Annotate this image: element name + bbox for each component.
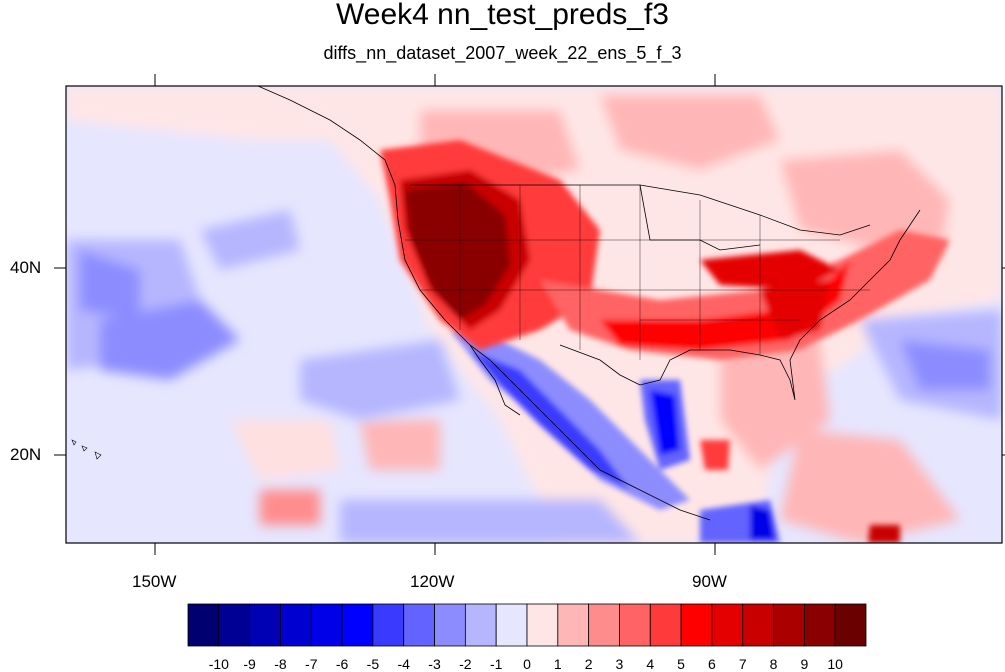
colorbar-swatch: [742, 603, 774, 647]
x-tick-label-120w: 120W: [410, 572, 455, 591]
colorbar-swatch: [773, 603, 805, 647]
colorbar-swatch: [310, 603, 343, 647]
colorbar-tick-label: 4: [646, 656, 655, 672]
colorbar-swatch: [403, 603, 435, 647]
colorbar-tick-label: -7: [305, 656, 318, 672]
colorbar-tick-label: -4: [397, 656, 410, 672]
colorbar-tick-label: 9: [800, 656, 809, 672]
colorbar-tick-label: -6: [335, 656, 349, 672]
x-tick-label-150w: 150W: [132, 572, 177, 591]
colorbar-swatch: [619, 603, 651, 647]
colorbar-tick-label: -3: [428, 656, 441, 672]
colorbar-tick-label: 5: [677, 656, 685, 672]
colorbar-tick-label: 6: [708, 656, 716, 672]
colorbar-swatch: [280, 603, 312, 647]
y-tick-label-20n: 20N: [10, 445, 42, 464]
colorbar-swatch: [680, 603, 713, 647]
y-tick-label-40n: 40N: [10, 258, 42, 277]
colorbar-swatch: [341, 603, 374, 647]
colorbar-tick-label: -9: [243, 656, 256, 672]
colorbar-tick-label: -5: [366, 656, 380, 672]
colorbar-tick-label: 2: [584, 656, 593, 672]
x-tick-label-90w: 90W: [692, 572, 727, 591]
colorbar-swatch: [588, 603, 620, 647]
colorbar-swatch: [372, 603, 405, 647]
colorbar-swatch: [711, 603, 744, 647]
colorbar-tick-label: 8: [769, 656, 778, 672]
map-title: Week4 nn_test_preds_f3: [335, 0, 669, 31]
colorbar-swatch: [464, 603, 497, 647]
colorbar-swatch: [187, 603, 220, 647]
plot-frame: [65, 85, 1003, 544]
colorbar-tick-label: 3: [615, 656, 624, 672]
colorbar-swatch: [495, 603, 528, 647]
tick-marks: [54, 74, 1005, 555]
field-layer: [66, 86, 1002, 543]
colorbar-swatch: [649, 603, 682, 647]
hawaii-islands: [71, 439, 102, 460]
colorbar-tick-label: 7: [738, 656, 747, 672]
colorbar-swatch: [557, 603, 590, 647]
colorbar-tick-label: 10: [827, 656, 843, 672]
colorbar-tick-label: 1: [553, 656, 562, 672]
colorbar-swatch: [834, 603, 867, 647]
colorbar-swatch: [526, 603, 559, 647]
coastlines: [257, 86, 921, 521]
colorbar-swatch: [803, 603, 836, 647]
colorbar-tick-label: 0: [523, 656, 531, 672]
colorbar-swatch: [249, 603, 281, 647]
map-subtitle: diffs_nn_dataset_2007_week_22_ens_5_f_3: [323, 43, 682, 63]
state-borders: [405, 185, 870, 360]
colorbar-tick-label: -2: [459, 656, 472, 672]
colorbar-tick-label: -1: [489, 656, 503, 672]
colorbar-tick-label: -10: [208, 656, 229, 672]
colorbar: [187, 603, 867, 647]
colorbar-tick-label: -8: [274, 656, 287, 672]
colorbar-swatch: [218, 603, 251, 647]
colorbar-swatch: [434, 603, 466, 647]
